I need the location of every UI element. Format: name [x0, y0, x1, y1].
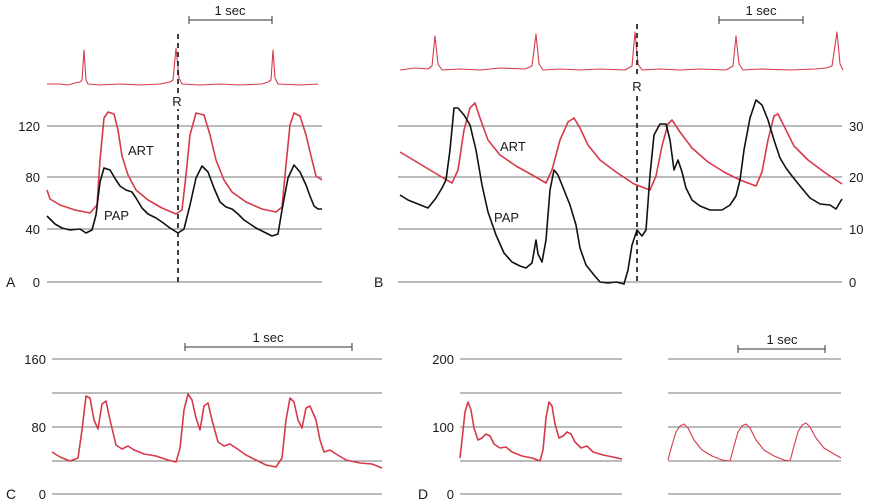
- tick-label-c-0: 0: [39, 487, 46, 502]
- time-scale-bar-c: [184, 343, 353, 351]
- art-trace-b: [399, 102, 843, 191]
- panel-b: 30 20 10 0 B 1 sec R ART PAP: [374, 3, 863, 290]
- time-scale-label-b: 1 sec: [745, 3, 777, 18]
- panel-letter-d: D: [418, 486, 428, 502]
- time-scale-label-d: 1 sec: [766, 332, 798, 347]
- tick-label-d-200: 200: [432, 352, 454, 367]
- panel-c: 160 80 0 C 1 sec: [6, 330, 383, 502]
- art-label-b: ART: [500, 139, 526, 154]
- pap-trace-b: [399, 99, 843, 285]
- tick-label-a-0: 0: [33, 275, 40, 290]
- art-trace-d-right: [667, 422, 842, 462]
- pap-label-a: PAP: [104, 208, 129, 223]
- panel-a: 120 80 40 0 A 1 sec R ART PAP: [6, 3, 323, 290]
- pap-trace-a: [46, 164, 322, 237]
- pap-label-b: PAP: [494, 210, 519, 225]
- tick-label-b-30: 30: [849, 119, 863, 134]
- ecg-trace-a: [47, 47, 319, 86]
- r-label-b: R: [632, 79, 641, 94]
- time-scale-bar-b: [718, 16, 804, 24]
- time-scale-bar-d: [737, 345, 826, 353]
- panel-letter-c: C: [6, 486, 16, 502]
- tick-label-a-80: 80: [26, 170, 40, 185]
- art-trace-d-left: [459, 401, 623, 462]
- tick-label-b-0: 0: [849, 275, 856, 290]
- tick-label-d-0: 0: [447, 487, 454, 502]
- tick-label-a-120: 120: [18, 119, 40, 134]
- r-label-a: R: [172, 94, 181, 109]
- tick-label-b-10: 10: [849, 222, 863, 237]
- time-scale-label-a: 1 sec: [214, 3, 246, 18]
- art-trace-c: [51, 393, 383, 469]
- panel-d: 200 100 0 D 1 sec: [418, 332, 842, 502]
- art-trace-a: [46, 111, 323, 215]
- panel-letter-b: B: [374, 274, 383, 290]
- time-scale-label-c: 1 sec: [252, 330, 284, 345]
- tick-label-a-40: 40: [26, 222, 40, 237]
- ecg-trace-b: [399, 31, 844, 71]
- art-label-a: ART: [128, 143, 154, 158]
- tick-label-c-160: 160: [24, 352, 46, 367]
- panel-letter-a: A: [6, 274, 16, 290]
- tick-label-c-80: 80: [32, 420, 46, 435]
- tick-label-b-20: 20: [849, 170, 863, 185]
- tick-label-d-100: 100: [432, 420, 454, 435]
- time-scale-bar-a: [188, 16, 273, 24]
